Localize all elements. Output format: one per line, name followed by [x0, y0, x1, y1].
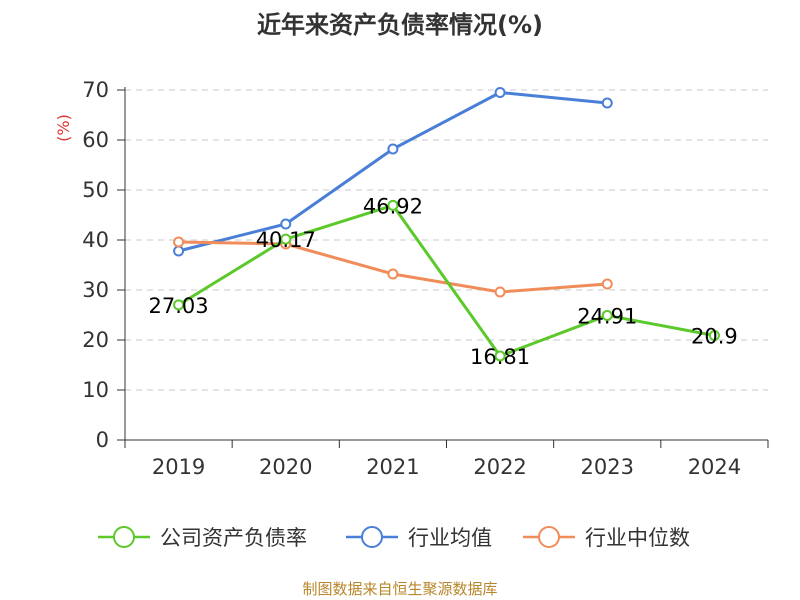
y-tick-label: 10	[82, 378, 109, 402]
series-lines	[173, 87, 720, 362]
legend-swatch-marker	[538, 526, 560, 548]
data-point	[601, 278, 613, 290]
data-label: 46.92	[363, 194, 423, 218]
y-tick-label: 50	[82, 178, 109, 202]
data-label: 16.81	[470, 345, 530, 369]
data-label: 40.17	[256, 228, 316, 252]
data-point	[708, 330, 720, 341]
series-line	[177, 203, 715, 358]
series-1	[173, 87, 613, 257]
legend-swatch-marker	[361, 526, 383, 548]
data-point	[494, 286, 506, 298]
legend-swatch-marker	[113, 526, 135, 548]
data-point	[387, 143, 399, 155]
data-label: 24.91	[577, 304, 637, 328]
legend-item: 行业均值	[346, 526, 492, 550]
axes: 0 10 20 30 40 50 60 70 2019 2020 2021 2022 2023 2024	[82, 78, 769, 479]
data-point	[173, 299, 185, 311]
data-labels: 27.03 40.17 46.92 16.81 24.91 20.9	[149, 194, 738, 369]
x-tick-label: 2022	[473, 455, 526, 479]
data-point	[494, 350, 506, 362]
legend-label: 公司资产负债率	[160, 526, 307, 550]
data-point	[280, 233, 292, 245]
series-2	[173, 236, 613, 298]
data-point	[601, 309, 613, 321]
x-tick-label: 2024	[688, 455, 741, 479]
data-point	[173, 245, 185, 257]
series-line	[178, 91, 608, 253]
y-tick-label: 20	[82, 328, 109, 352]
legend-label: 行业中位数	[585, 526, 690, 550]
source-note: 制图数据来自恒生聚源数据库	[302, 580, 497, 598]
y-tick-label: 0	[96, 428, 109, 452]
x-tick-label: 2019	[152, 455, 205, 479]
data-point	[387, 268, 399, 280]
data-point	[601, 97, 613, 109]
y-tick-label: 70	[82, 78, 109, 102]
chart-title: 近年来资产负债率情况(%)	[257, 11, 543, 39]
y-tick-label: 40	[82, 228, 109, 252]
data-point	[387, 199, 399, 211]
x-tick-label: 2023	[581, 455, 634, 479]
data-point	[494, 87, 506, 98]
legend: 公司资产负债率 行业均值 行业中位数	[98, 526, 690, 550]
legend-item: 行业中位数	[523, 526, 690, 550]
y-axis-label: (%)	[54, 114, 73, 142]
data-label: 27.03	[149, 294, 209, 318]
data-label: 20.9	[691, 325, 738, 349]
x-tick-label: 2021	[366, 455, 419, 479]
x-tick-label: 2020	[259, 455, 312, 479]
data-point	[173, 236, 185, 248]
y-tick-label: 30	[82, 278, 109, 302]
data-point	[280, 218, 292, 230]
legend-label: 行业均值	[408, 526, 492, 550]
series-0	[173, 199, 720, 362]
gridlines	[125, 89, 768, 391]
y-tick-label: 60	[82, 128, 109, 152]
legend-item: 公司资产负债率	[98, 526, 307, 550]
